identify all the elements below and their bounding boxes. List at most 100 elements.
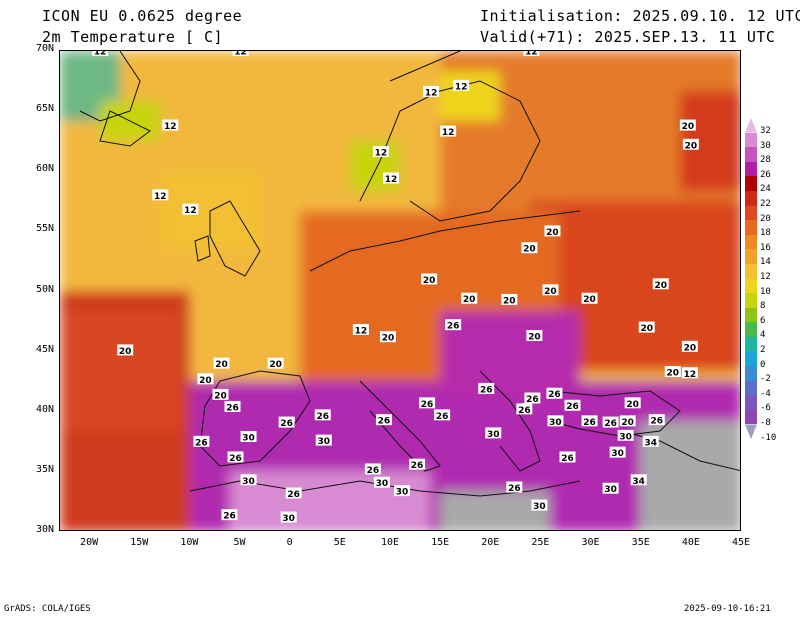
contour-label-text: 20 <box>684 343 697 353</box>
contour-label-text: 30 <box>611 449 624 459</box>
colorbar-swatch <box>745 278 757 294</box>
colorbar-swatch <box>745 293 757 308</box>
contour-label-text: 30 <box>318 437 331 447</box>
contour-label: 20 <box>624 397 641 410</box>
longitude-label: 15W <box>130 537 149 548</box>
contour-label-text: 26 <box>583 418 596 428</box>
contour-label: 12 <box>372 146 389 159</box>
contour-label: 12 <box>152 189 169 202</box>
contour-label: 12 <box>382 172 399 185</box>
colorbar-swatch <box>745 176 757 191</box>
contour-label-text: 30 <box>533 502 546 512</box>
colorbar-label: 0 <box>760 359 766 370</box>
colorbar-swatch <box>745 409 757 425</box>
longitude-label: 5W <box>233 537 246 548</box>
contour-label: 20 <box>544 225 561 238</box>
contour-label-text: 20 <box>214 391 227 401</box>
contour-label: 26 <box>314 409 331 422</box>
colorbar-swatch <box>745 147 757 162</box>
contour-label: 20 <box>682 138 699 151</box>
contour-label-text: 20 <box>269 360 282 370</box>
contour-label: 30 <box>547 415 564 428</box>
longitude-label: 25E <box>531 537 550 548</box>
contour-label: 12 <box>523 51 540 58</box>
colorbar-label: 20 <box>760 213 771 224</box>
contour-label-text: 30 <box>396 488 409 498</box>
colorbar-label: 2 <box>760 345 766 355</box>
render-timestamp: 2025-09-10-16:21 <box>684 604 771 614</box>
contour-label-text: 20 <box>503 296 516 306</box>
colorbar-swatch <box>745 351 757 367</box>
contour-label-text: 26 <box>508 484 521 494</box>
contour-label: 12 <box>423 85 440 98</box>
longitude-label: 20E <box>481 537 500 548</box>
colorbar-swatch <box>745 424 757 440</box>
colorbar-swatch <box>745 234 757 250</box>
contour-label: 30 <box>485 427 502 440</box>
longitude-label: 10W <box>180 537 199 548</box>
colorbar-swatch <box>745 307 757 323</box>
contour-label: 20 <box>267 357 284 370</box>
contour-label: 20 <box>461 292 478 305</box>
contour-label-text: 26 <box>548 390 561 400</box>
colorbar-label: 32 <box>760 126 771 136</box>
contour-label-text: 12 <box>525 51 538 58</box>
contour-label: 30 <box>373 476 390 489</box>
longitude-label: 5E <box>333 537 346 548</box>
contour-label: 20 <box>664 366 681 379</box>
latitude-label: 35N <box>35 463 54 475</box>
contour-label-text: 20 <box>626 400 639 410</box>
contour-label: 26 <box>285 487 302 500</box>
longitude-label: 10E <box>380 537 399 548</box>
contour-label-text: 20 <box>654 281 667 291</box>
contour-label-text: 26 <box>436 412 449 422</box>
colorbar-label: -6 <box>760 403 771 414</box>
contour-label-text: 26 <box>650 417 663 427</box>
contour-label-text: 20 <box>583 295 596 305</box>
contour-label: 30 <box>280 511 297 524</box>
colorbar-label: 18 <box>760 228 771 239</box>
contour-label: 30 <box>240 474 257 487</box>
colorbar-swatch <box>745 220 757 235</box>
longitude-label: 45E <box>731 537 751 548</box>
contour-label-text: 20 <box>523 245 536 255</box>
contour-label-text: 34 <box>632 477 645 487</box>
longitude-label: 40E <box>681 537 700 548</box>
contour-label: 12 <box>182 203 199 216</box>
contour-label: 26 <box>409 458 426 471</box>
contour-label: 20 <box>652 278 669 291</box>
colorbar-label: 22 <box>760 199 771 209</box>
colorbar-label: 14 <box>760 257 771 268</box>
contour-label-text: 12 <box>684 370 697 380</box>
contour-label-text: 20 <box>423 276 436 286</box>
contour-label: 30 <box>394 485 411 498</box>
contour-label: 12 <box>352 323 369 336</box>
contour-label: 20 <box>379 331 396 344</box>
colorbar-label: -8 <box>760 418 771 428</box>
colorbar-label: 26 <box>760 169 771 180</box>
colorbar-swatch <box>745 395 757 410</box>
contour-label: 26 <box>224 400 241 413</box>
contour-label: 26 <box>506 481 523 494</box>
contour-label-text: 12 <box>164 122 177 132</box>
variable-title: 2m Temperature [ C] <box>42 28 224 46</box>
contour-label-text: 30 <box>242 434 255 444</box>
contour-label: 20 <box>542 284 559 297</box>
contour-label: 20 <box>679 119 696 132</box>
contour-label-text: 26 <box>526 395 539 405</box>
contour-label-text: 12 <box>442 128 455 138</box>
colorbar <box>745 118 757 440</box>
contour-label-text: 20 <box>682 122 695 132</box>
latitude-label: 70N <box>35 43 54 54</box>
latitude-label: 40N <box>35 403 54 415</box>
temperature-field <box>60 51 740 530</box>
contour-label-text: 20 <box>544 287 557 297</box>
latitude-label: 45N <box>35 343 54 355</box>
longitude-label: 15E <box>431 537 450 548</box>
contour-label: 26 <box>602 416 619 429</box>
contour-label-text: 20 <box>119 347 132 357</box>
contour-label: 30 <box>315 434 332 447</box>
contour-label-text: 26 <box>229 454 242 464</box>
contour-label-text: 12 <box>355 326 368 336</box>
contour-label: 30 <box>609 446 626 459</box>
